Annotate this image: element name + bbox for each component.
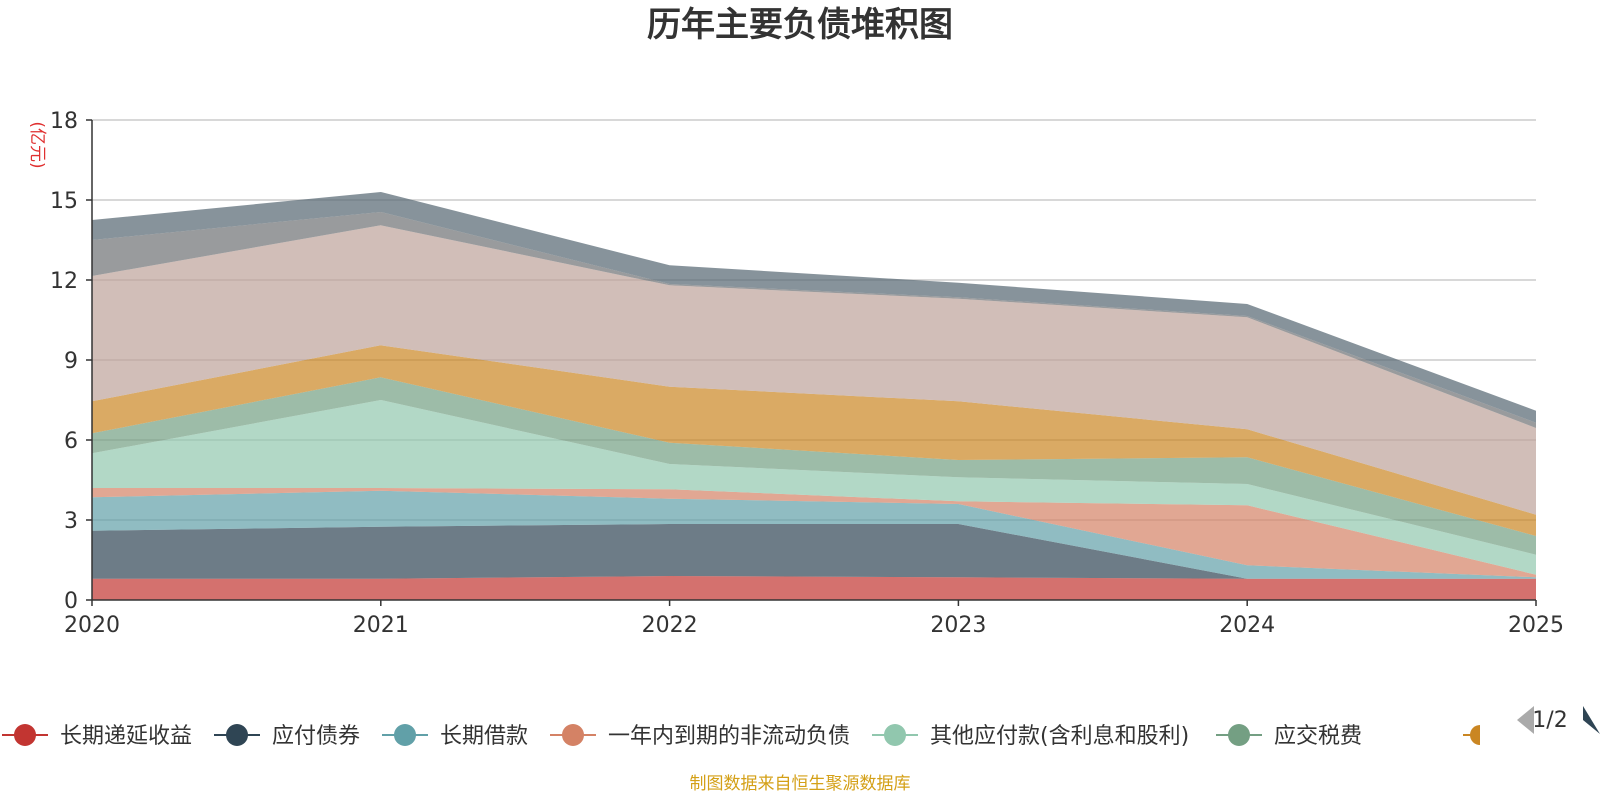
x-tick-label: 2020: [64, 613, 120, 638]
x-tick-label: 2024: [1219, 613, 1275, 638]
legend-label: 一年内到期的非流动负债: [608, 724, 850, 749]
legend-item[interactable]: 其他应付款(含利息和股利): [872, 724, 1189, 749]
area-7[interactable]: [92, 345, 1536, 536]
legend-marker-icon-partial: [1470, 725, 1480, 745]
legend-label: 其他应付款(含利息和股利): [930, 724, 1189, 749]
x-tick-label: 2022: [642, 613, 698, 638]
legend-item[interactable]: 应付债券: [214, 724, 360, 749]
y-tick-label: 15: [50, 189, 78, 214]
legend[interactable]: 长期递延收益 应付债券 长期借款 一年内到期的非流动负债 其他应付款(含利息和股利) 应交…: [2, 724, 1480, 749]
area-10[interactable]: [92, 192, 1536, 423]
area-1[interactable]: [92, 576, 1536, 600]
area-5[interactable]: [92, 400, 1536, 575]
chart-title: 历年主要负债堆积图: [647, 5, 953, 45]
y-tick-label: 12: [50, 269, 78, 294]
legend-pager[interactable]: 1/2: [1517, 706, 1600, 734]
legend-marker-icon: [884, 724, 906, 746]
y-tick-label: 18: [50, 109, 78, 134]
area-6[interactable]: [92, 377, 1536, 555]
area-8[interactable]: [92, 225, 1536, 515]
legend-item[interactable]: 长期递延收益: [2, 724, 192, 749]
legend-next-page-icon[interactable]: [1583, 706, 1600, 734]
data-source-footer: 制图数据来自恒生聚源数据库: [690, 774, 911, 794]
x-axis-ticks: 2020 2021 2022 2023 2024 2025: [64, 600, 1564, 638]
legend-marker-icon: [394, 724, 416, 746]
area-4[interactable]: [92, 488, 1536, 578]
y-tick-label: 3: [64, 509, 78, 534]
y-tick-label: 6: [64, 429, 78, 454]
legend-label: 应交税费: [1274, 724, 1362, 749]
legend-page-indicator: 1/2: [1532, 708, 1567, 733]
legend-marker-icon: [562, 724, 584, 746]
area-series-group: [92, 192, 1536, 600]
y-axis-ticks: 0 3 6 9 12 15 18: [50, 109, 92, 614]
area-2[interactable]: [92, 524, 1536, 579]
legend-item[interactable]: 应交税费: [1216, 724, 1362, 749]
y-tick-label: 9: [64, 349, 78, 374]
legend-label: 应付债券: [272, 724, 360, 749]
legend-item[interactable]: 长期借款: [382, 724, 528, 749]
x-tick-label: 2025: [1508, 613, 1564, 638]
y-axis-unit-label: (亿元): [27, 121, 47, 168]
legend-item[interactable]: 一年内到期的非流动负债: [550, 724, 850, 749]
y-tick-label: 0: [64, 589, 78, 614]
x-tick-label: 2023: [930, 613, 986, 638]
area-3[interactable]: [92, 490, 1536, 579]
legend-marker-icon: [1228, 724, 1250, 746]
legend-prev-page-icon[interactable]: [1517, 706, 1534, 734]
legend-marker-icon: [14, 724, 36, 746]
area-9[interactable]: [92, 212, 1536, 428]
legend-label: 长期递延收益: [60, 724, 192, 749]
legend-marker-icon: [226, 724, 248, 746]
legend-label: 长期借款: [440, 724, 528, 749]
x-tick-label: 2021: [353, 613, 409, 638]
